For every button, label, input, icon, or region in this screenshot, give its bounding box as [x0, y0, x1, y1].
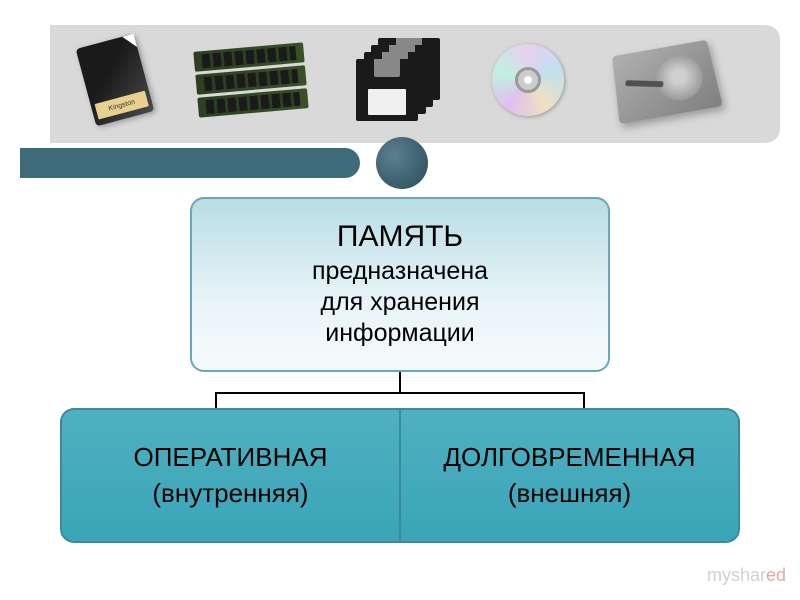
child-left-line1: ОПЕРАТИВНАЯ	[134, 440, 328, 475]
child-right-line2: (внешняя)	[508, 476, 631, 511]
child-node-right: ДОЛГОВРЕМЕННАЯ (внешняя)	[400, 408, 740, 543]
watermark-prefix: myshar	[707, 565, 766, 585]
root-sub2: для хранения	[321, 287, 480, 318]
child-node-left: ОПЕРАТИВНАЯ (внутренняя)	[60, 408, 400, 543]
devices-row: Kingston	[0, 15, 800, 145]
child-left-line2: (внутренняя)	[152, 476, 308, 511]
root-sub3: информации	[325, 318, 475, 349]
hdd-icon	[615, 45, 715, 115]
connector-hline	[215, 392, 585, 394]
root-node: ПАМЯТЬ предназначена для хранения информ…	[190, 197, 610, 372]
watermark-suffix: ed	[766, 565, 786, 585]
sd-card-icon: Kingston	[85, 40, 145, 120]
children-row: ОПЕРАТИВНАЯ (внутренняя) ДОЛГОВРЕМЕННАЯ …	[60, 408, 740, 543]
cd-icon	[492, 44, 564, 116]
ram-icon	[196, 47, 306, 113]
accent-bar	[20, 148, 360, 178]
accent-dot	[376, 137, 428, 189]
floppy-icon	[356, 38, 441, 123]
connector-vline	[399, 372, 401, 392]
root-title: ПАМЯТЬ	[337, 220, 463, 254]
watermark: myshared	[707, 565, 786, 586]
child-right-line1: ДОЛГОВРЕМЕННАЯ	[443, 440, 695, 475]
root-sub1: предназначена	[312, 256, 488, 287]
